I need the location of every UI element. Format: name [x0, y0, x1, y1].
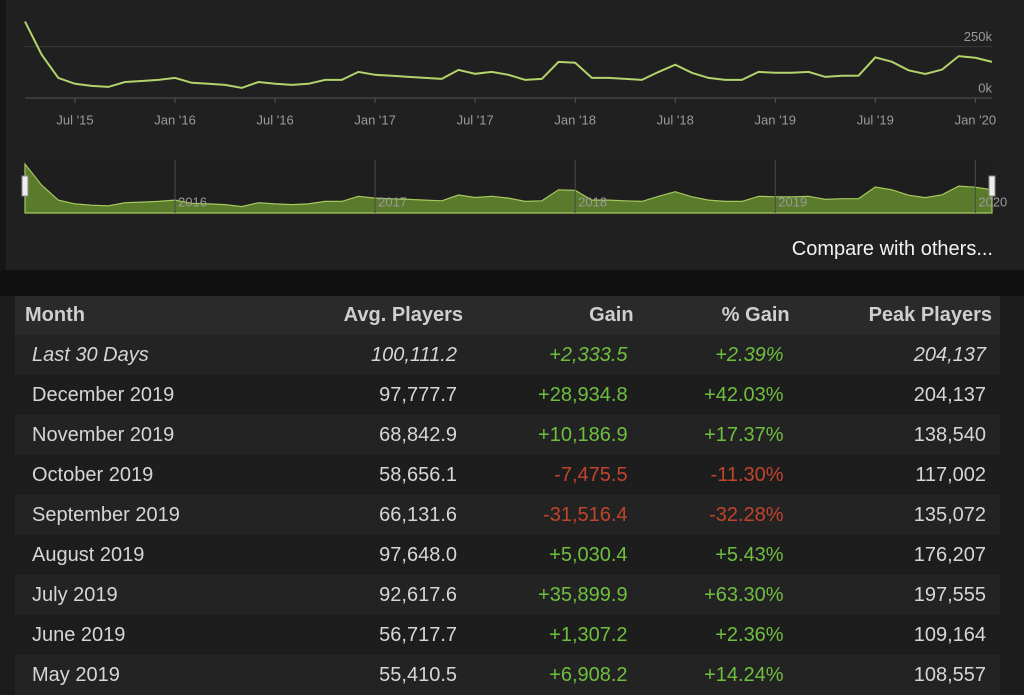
table-row: Last 30 Days 100,111.2 +2,333.5 +2.39% 204,1… — [15, 335, 1000, 375]
table-cell: 58,656.1 — [274, 455, 471, 495]
navigator-area — [24, 162, 993, 214]
table-cell: June 2019 — [15, 615, 275, 655]
table-cell: Last 30 Days — [15, 335, 275, 375]
chart: 0k 250k Jul '15 Jan '16 Jul '16 Jan '17 Jul '1… — [0, 0, 1007, 270]
table-cell: +17.37% — [641, 415, 798, 455]
table-cell: July 2019 — [15, 575, 275, 615]
column-header: Avg. Players — [274, 296, 471, 335]
table-cell: 100,111.2 — [274, 335, 471, 375]
table-cell: November 2019 — [15, 415, 275, 455]
table-cell: +28,934.8 — [471, 375, 642, 415]
table-row: December 2019 97,777.7 +28,934.8 +42.03% 204… — [15, 375, 1000, 415]
table-cell: May 2019 — [15, 655, 275, 695]
navigator-handle — [988, 175, 996, 197]
x-tick-label: Jul '19 — [857, 112, 894, 127]
x-tick-label: Jul '18 — [657, 112, 694, 127]
table-cell: -32.28% — [641, 495, 798, 535]
chart-panel: 0k 250k Jul '15 Jan '16 Jul '16 Jan '17 Jul '1… — [0, 0, 1024, 270]
x-tick-label: Jul '15 — [56, 112, 93, 127]
table-cell: 135,072 — [797, 495, 1000, 535]
table-cell: +5,030.4 — [471, 535, 642, 575]
table-cell: +42.03% — [641, 375, 798, 415]
table-cell: October 2019 — [15, 455, 275, 495]
table-body: Last 30 Days 100,111.2 +2,333.5 +2.39% 204,1… — [15, 335, 1000, 695]
column-header: Month — [15, 296, 275, 335]
column-header: Gain — [471, 296, 642, 335]
table-cell: +5.43% — [641, 535, 798, 575]
player-line — [24, 21, 993, 89]
y-tick-label: 250k — [964, 29, 993, 44]
table-cell: +14.24% — [641, 655, 798, 695]
table-row: September 2019 66,131.6 -31,516.4 -32.28% 13… — [15, 495, 1000, 535]
navigator-label: 2019 — [778, 194, 807, 209]
x-tick-label: Jan '16 — [154, 112, 196, 127]
table-cell: 109,164 — [797, 615, 1000, 655]
column-header: Peak Players — [797, 296, 1000, 335]
stats-table: Month Avg. Players Gain% Gain Peak Players … — [15, 296, 1000, 695]
table-cell: -31,516.4 — [471, 495, 642, 535]
panel-edge — [0, 0, 6, 270]
table-cell: 197,555 — [797, 575, 1000, 615]
y-tick-label: 0k — [978, 80, 992, 95]
x-tick-label: Jan '19 — [755, 112, 797, 127]
table-cell: 138,540 — [797, 415, 1000, 455]
table-cell: 55,410.5 — [274, 655, 471, 695]
table-cell: +6,908.2 — [471, 655, 642, 695]
table-cell: 204,137 — [797, 375, 1000, 415]
table-cell: -7,475.5 — [471, 455, 642, 495]
x-tick-label: Jan '17 — [354, 112, 396, 127]
navigator-label: 2017 — [378, 194, 407, 209]
table-cell: +35,899.9 — [471, 575, 642, 615]
navigator-handle — [21, 175, 29, 197]
x-tick-label: Jan '20 — [955, 112, 997, 127]
table-row: June 2019 56,717.7 +1,307.2 +2.36% 109,164 — [15, 615, 1000, 655]
navigator-label: 2020 — [978, 194, 1007, 209]
table-cell: August 2019 — [15, 535, 275, 575]
separator — [0, 270, 1024, 296]
table-cell: 97,648.0 — [274, 535, 471, 575]
table-cell: +63.30% — [641, 575, 798, 615]
table-cell: 108,557 — [797, 655, 1000, 695]
table-cell: 117,002 — [797, 455, 1000, 495]
table-cell: 66,131.6 — [274, 495, 471, 535]
compare-link[interactable]: Compare with others... — [791, 238, 993, 260]
navigator-label: 2018 — [578, 194, 607, 209]
table-cell: +2,333.5 — [471, 335, 642, 375]
table-cell: +10,186.9 — [471, 415, 642, 455]
table-cell: +1,307.2 — [471, 615, 642, 655]
table-cell: +2.36% — [641, 615, 798, 655]
table-row: July 2019 92,617.6 +35,899.9 +63.30% 197,555 — [15, 575, 1000, 615]
table-row: August 2019 97,648.0 +5,030.4 +5.43% 176,207 — [15, 535, 1000, 575]
x-tick-label: Jul '17 — [457, 112, 494, 127]
table-cell: +2.39% — [641, 335, 798, 375]
table-cell: 97,777.7 — [274, 375, 471, 415]
table-cell: December 2019 — [15, 375, 275, 415]
x-tick-label: Jan '18 — [554, 112, 596, 127]
table-cell: 204,137 — [797, 335, 1000, 375]
column-header: % Gain — [641, 296, 798, 335]
table-cell: 92,617.6 — [274, 575, 471, 615]
table-cell: 68,842.9 — [274, 415, 471, 455]
header-row: Month Avg. Players Gain% Gain Peak Players — [15, 296, 1000, 335]
navigator-label: 2016 — [178, 194, 207, 209]
table-cell: -11.30% — [641, 455, 798, 495]
table-cell: September 2019 — [15, 495, 275, 535]
table-cell: 176,207 — [797, 535, 1000, 575]
table-cell: 56,717.7 — [274, 615, 471, 655]
table-row: November 2019 68,842.9 +10,186.9 +17.37% 138… — [15, 415, 1000, 455]
x-tick-label: Jul '16 — [257, 112, 294, 127]
table-row: May 2019 55,410.5 +6,908.2 +14.24% 108,557 — [15, 655, 1000, 695]
table-row: October 2019 58,656.1 -7,475.5 -11.30% 117,0… — [15, 455, 1000, 495]
